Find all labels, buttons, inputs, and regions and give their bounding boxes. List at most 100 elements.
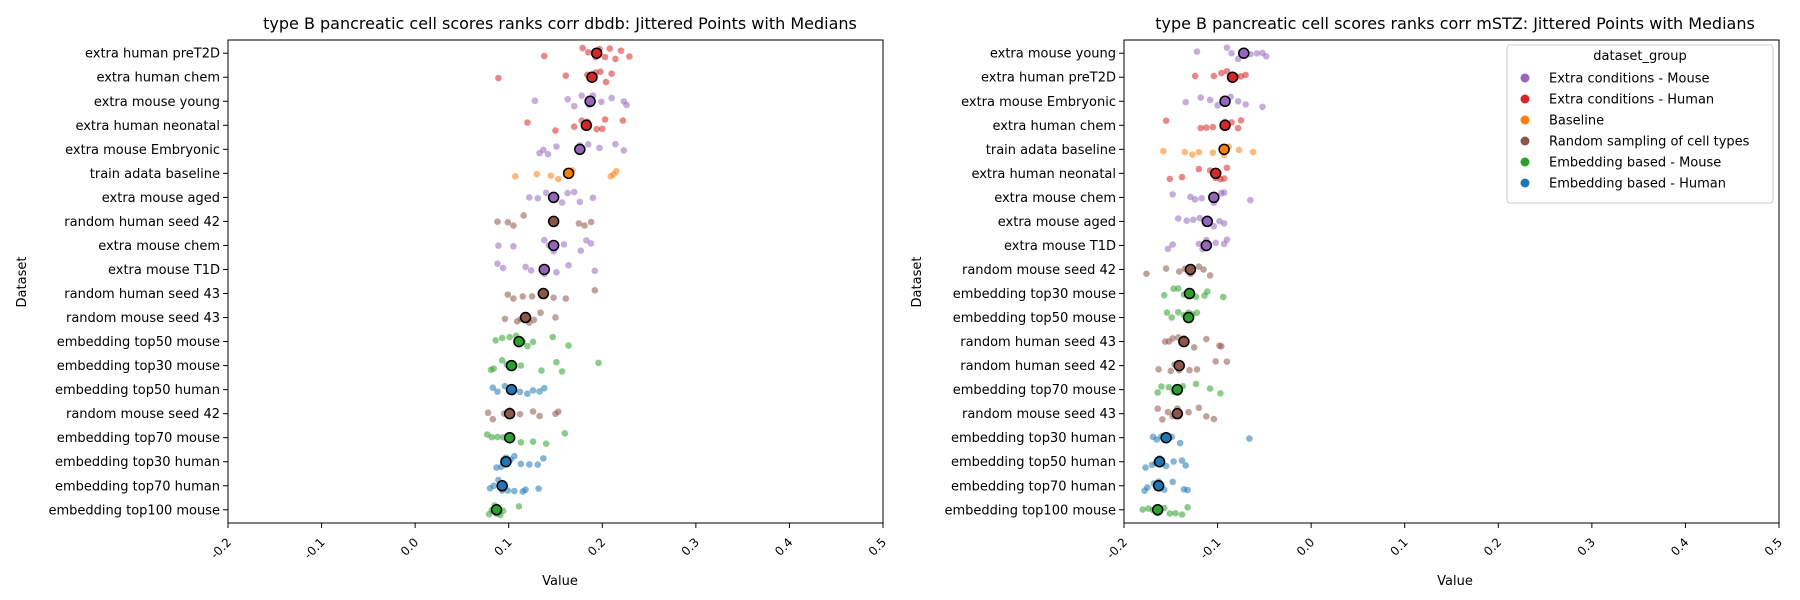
right-y-tick-label: embedding top50 mouse	[953, 311, 1116, 326]
right-data-point	[1178, 511, 1186, 518]
right-data-point	[1206, 385, 1214, 392]
left-data-point	[555, 175, 562, 183]
left-y-tick-label: extra mouse aged	[102, 191, 220, 206]
left-y-tick-label: embedding top30 mouse	[57, 359, 220, 374]
right-data-point	[1195, 148, 1203, 156]
left-data-point	[533, 170, 541, 178]
legend-title: dataset_group	[1593, 49, 1686, 64]
left-data-point	[516, 388, 524, 396]
right-y-tick-label: random human seed 42	[960, 359, 1116, 374]
right-data-point	[1168, 314, 1176, 321]
right-data-point	[1183, 217, 1190, 224]
legend-entry: Extra conditions - Human	[1549, 93, 1714, 108]
right-data-point	[1160, 147, 1167, 155]
right-y-tick-label: extra human chem	[992, 119, 1116, 134]
right-y-tick-label: embedding top100 mouse	[944, 503, 1116, 518]
right-data-point	[1166, 175, 1174, 183]
right-data-point	[1190, 344, 1198, 351]
left-x-tick-label: 0.2	[585, 535, 608, 558]
right-data-point	[1223, 236, 1231, 243]
right-data-point	[1206, 96, 1214, 104]
right-data-point	[1162, 117, 1170, 124]
left-x-tick-label: -0.1	[301, 535, 327, 561]
right-x-axis-label: Value	[1437, 574, 1473, 589]
legend-entry: Embedding based - Mouse	[1549, 156, 1721, 171]
right-y-tick-label: random mouse seed 42	[962, 263, 1116, 278]
right-median-marker	[1218, 143, 1230, 156]
left-median-marker	[513, 335, 525, 348]
right-y-tick-label: embedding top30 human	[951, 431, 1116, 446]
right-y-axis-label: Dataset	[910, 257, 925, 308]
right-x-tick-label: -0.2	[1104, 535, 1130, 561]
left-median-marker	[503, 431, 516, 444]
left-data-point	[620, 147, 628, 154]
left-median-marker	[505, 359, 518, 372]
right-data-point	[1209, 123, 1217, 131]
left-y-tick-label: extra mouse Embryonic	[65, 143, 220, 158]
right-y-tick-label: embedding top50 human	[951, 455, 1116, 470]
right-data-point	[1234, 98, 1242, 105]
left-data-point	[617, 47, 625, 54]
left-data-point	[524, 342, 531, 350]
left-data-point	[506, 333, 513, 341]
left-data-point	[498, 334, 506, 342]
right-data-point	[1203, 288, 1211, 295]
left-x-tick-label: 0.1	[491, 535, 514, 558]
right-median-marker	[1178, 335, 1190, 348]
right-data-point	[1169, 191, 1176, 198]
right-y-tick-label: extra mouse aged	[998, 215, 1116, 230]
left-median-marker	[574, 143, 586, 156]
left-data-point	[494, 433, 501, 441]
left-data-point	[501, 315, 509, 323]
left-data-point	[489, 384, 497, 392]
right-data-point	[1195, 404, 1203, 412]
left-data-point	[529, 438, 537, 445]
legend-entry: Embedding based - Human	[1549, 177, 1726, 192]
right-data-point	[1198, 194, 1205, 202]
left-data-point	[565, 261, 572, 269]
left-median-marker	[490, 504, 503, 516]
right-data-point	[1153, 436, 1161, 443]
right-data-point	[1186, 366, 1193, 374]
left-data-point	[593, 125, 600, 133]
left-y-tick-label: random human seed 43	[64, 287, 220, 302]
right-y-tick-label: embedding top70 mouse	[953, 383, 1116, 398]
right-data-point	[1184, 504, 1191, 511]
left-median-marker	[562, 167, 575, 180]
left-data-point	[587, 218, 595, 226]
right-data-point	[1259, 103, 1266, 111]
right-y-tick-label: extra human neonatal	[971, 167, 1116, 182]
right-data-point	[1164, 408, 1172, 416]
left-data-point	[626, 53, 633, 60]
right-data-point	[1174, 308, 1182, 316]
left-data-point	[612, 55, 619, 63]
right-data-point	[1253, 50, 1261, 57]
left-data-point	[553, 269, 560, 276]
right-legend: dataset_group Extra conditions - Mouse Ext…	[1506, 44, 1774, 204]
left-data-point	[527, 267, 535, 274]
right-data-point	[1162, 265, 1170, 272]
right-y-tick-label: extra mouse young	[990, 47, 1116, 62]
left-data-point	[517, 460, 525, 468]
right-x-tick-label: -0.1	[1197, 535, 1223, 561]
right-data-point	[1200, 266, 1207, 273]
legend-box	[1506, 44, 1774, 204]
left-data-point	[526, 461, 533, 468]
left-data-point	[517, 362, 525, 369]
left-data-point	[562, 72, 570, 79]
left-data-point	[575, 220, 583, 227]
left-y-tick-label: random mouse seed 43	[66, 311, 220, 326]
left-data-point	[576, 198, 584, 206]
right-data-point	[1160, 291, 1168, 299]
legend-entry: Baseline	[1549, 114, 1604, 129]
right-data-point	[1144, 484, 1151, 491]
right-data-point	[1154, 389, 1161, 396]
left-data-point	[534, 194, 542, 202]
left-y-tick-label: extra human preT2D	[85, 47, 220, 62]
left-data-point	[601, 53, 609, 61]
right-data-point	[1165, 383, 1173, 391]
right-y-tick-label: embedding top70 human	[951, 479, 1116, 494]
right-y-tick-label: random human seed 43	[960, 335, 1116, 350]
right-chart-title: type B pancreatic cell scores ranks corr…	[1155, 14, 1755, 33]
